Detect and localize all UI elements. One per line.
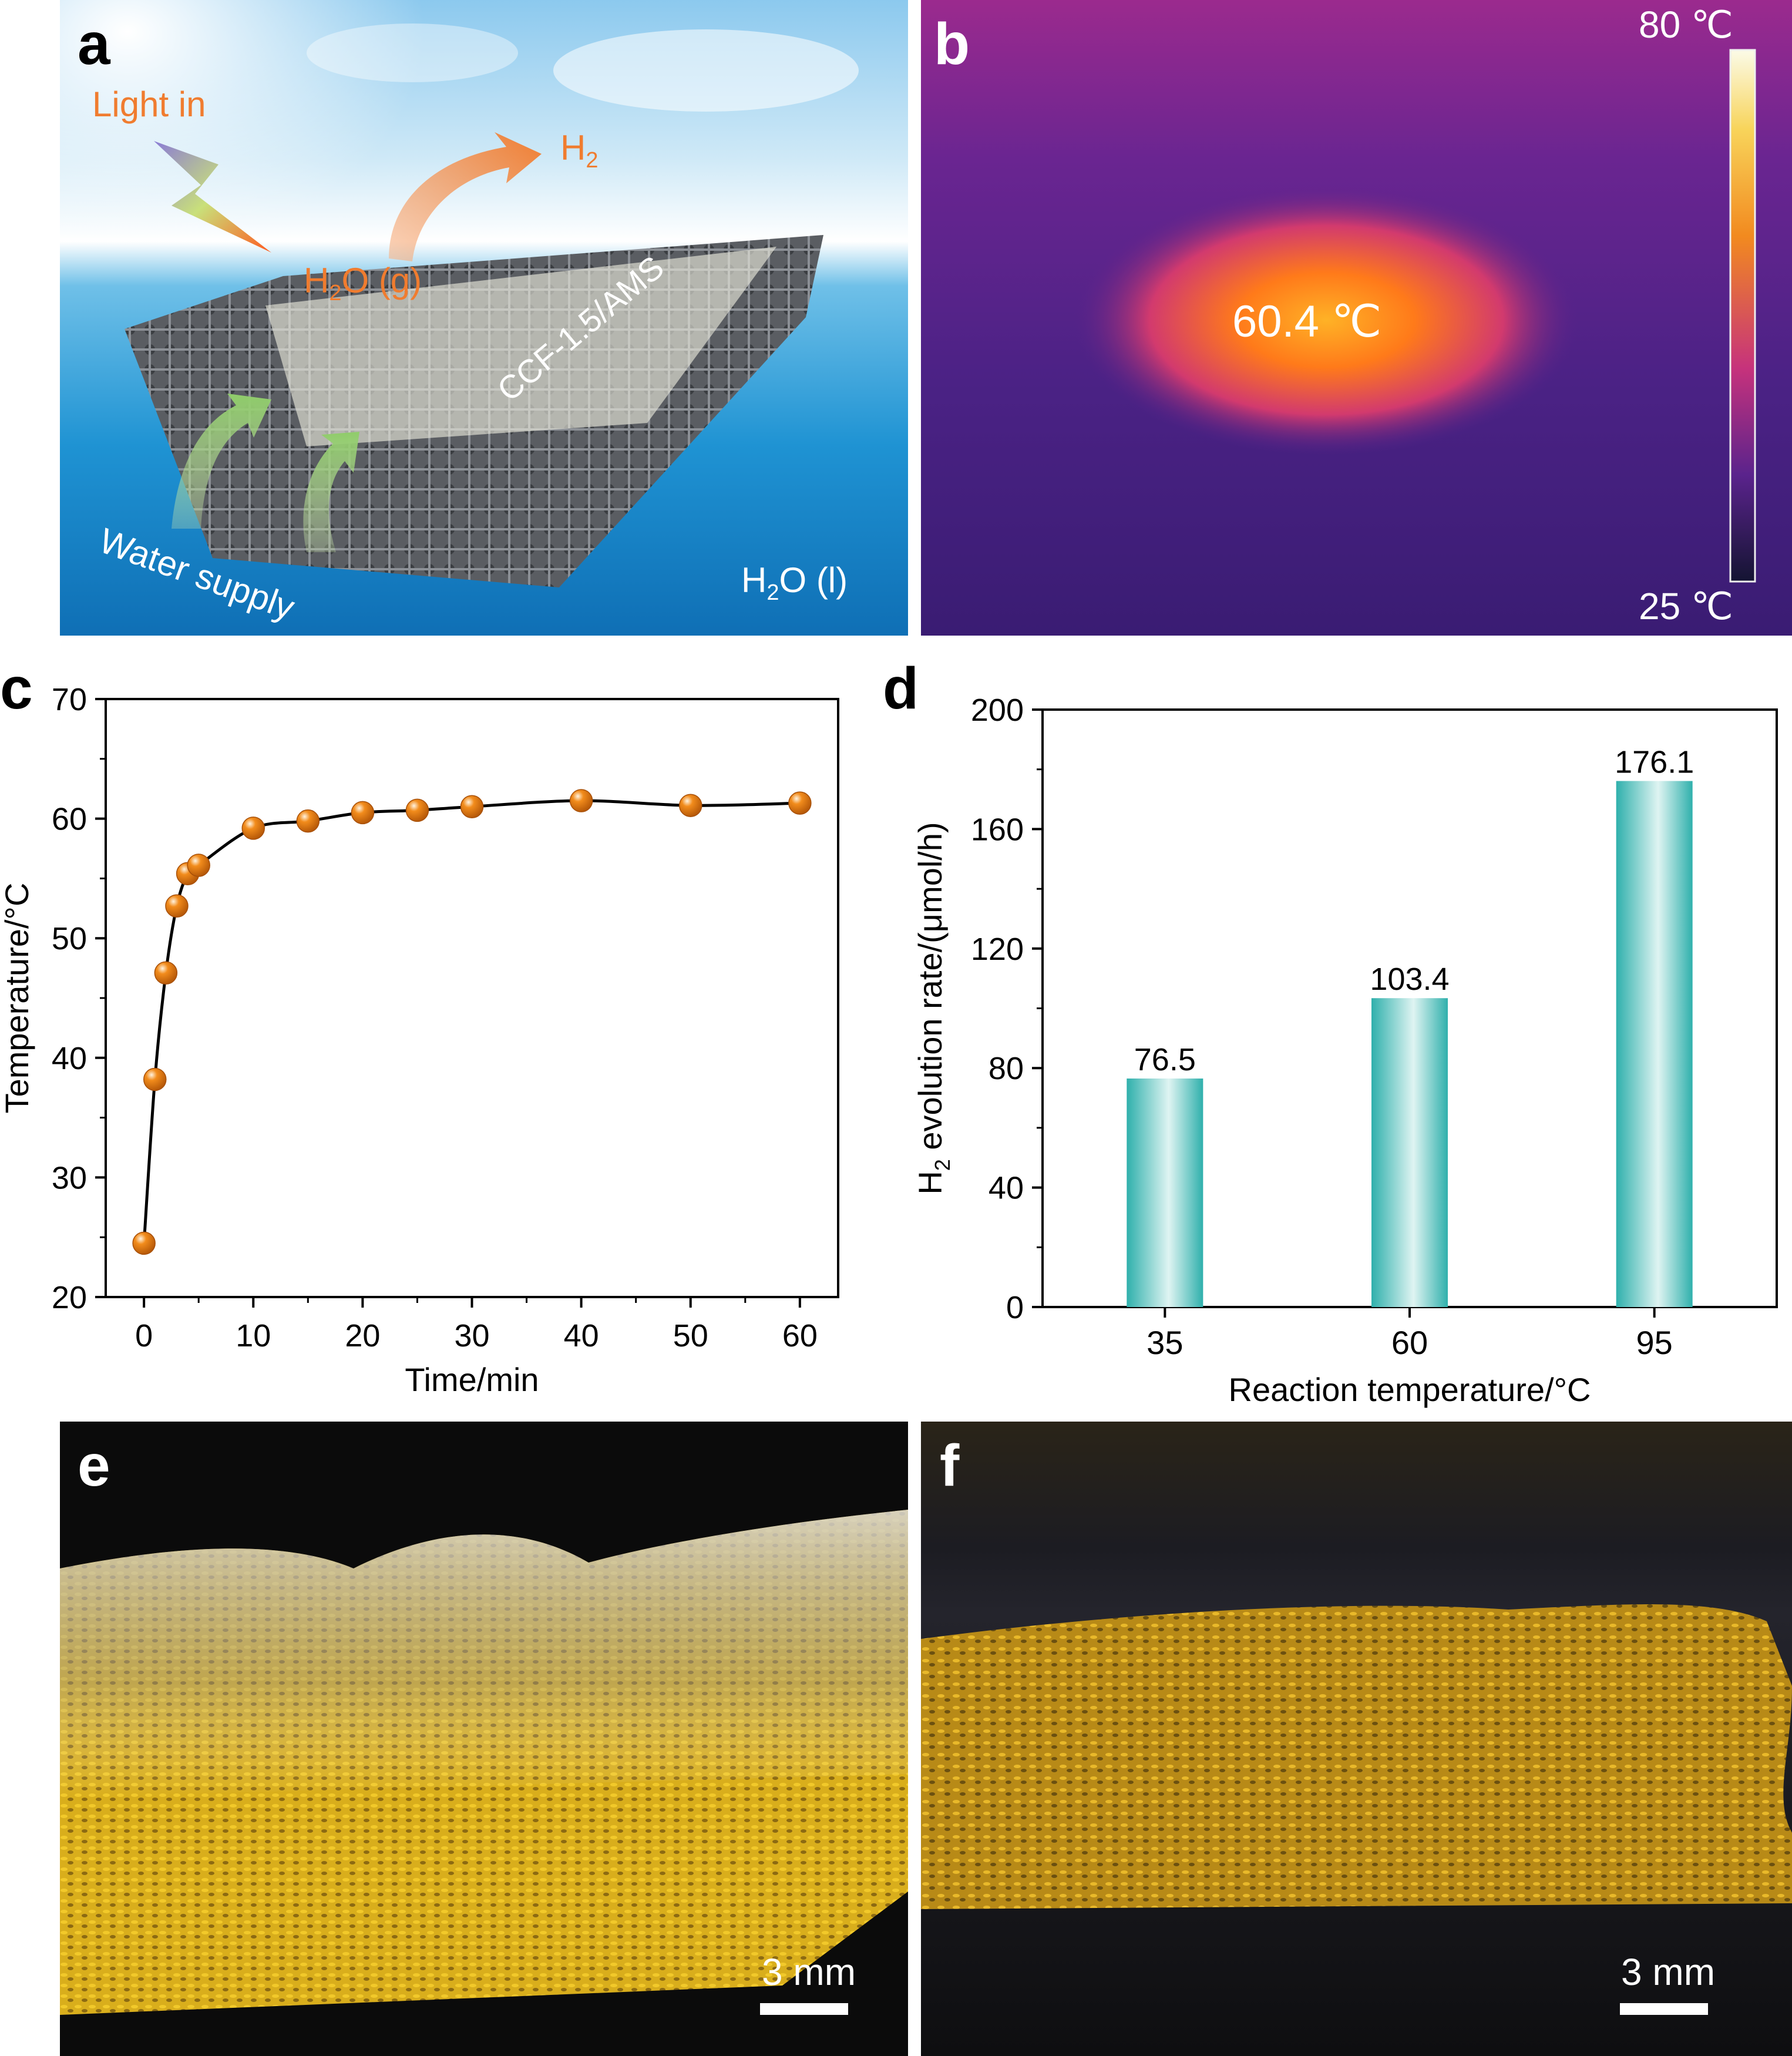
panel-b-thermal: 80 ℃ 25 ℃ 60.4 ℃ bbox=[921, 0, 1792, 636]
thermal-image bbox=[921, 0, 1792, 636]
x-tick-label: 60 bbox=[1391, 1324, 1428, 1361]
panel-label-b: b bbox=[934, 11, 970, 77]
data-point bbox=[351, 801, 375, 825]
foam-photo-f bbox=[921, 1422, 1792, 2056]
x-tick-label: 40 bbox=[564, 1318, 599, 1353]
x-tick-label: 0 bbox=[135, 1318, 153, 1353]
vapor-h: H bbox=[304, 261, 330, 300]
scalebar-f bbox=[1620, 2003, 1708, 2015]
y-axis-title: H2 evolution rate/(μmol/h) bbox=[912, 822, 954, 1194]
data-point bbox=[296, 809, 320, 833]
liquid-rest: O (l) bbox=[779, 560, 848, 600]
data-point bbox=[143, 1067, 167, 1091]
x-tick-label: 35 bbox=[1147, 1324, 1183, 1361]
panel-label-d: d bbox=[883, 656, 919, 721]
y-axis-title-rest: evolution rate/(μmol/h) bbox=[912, 822, 949, 1159]
y-tick-label: 0 bbox=[1006, 1290, 1024, 1325]
foam-photo-e bbox=[60, 1422, 908, 2056]
bar-value-label: 76.5 bbox=[1134, 1042, 1196, 1077]
x-tick-label: 60 bbox=[782, 1318, 818, 1353]
panel-label-a: a bbox=[78, 11, 110, 77]
data-point bbox=[165, 894, 189, 918]
schematic-illustration bbox=[60, 0, 908, 636]
x-tick-label: 10 bbox=[236, 1318, 271, 1353]
data-point bbox=[678, 794, 702, 817]
x-tick-label: 95 bbox=[1636, 1324, 1673, 1361]
h2-evolution-bar-chart: 0 40 80 120 160 200 76.5 35 103.4 60 176.1 95 Reacti… bbox=[912, 693, 1778, 1408]
series-line bbox=[142, 799, 800, 1244]
y-axis-title-subscript: 2 bbox=[930, 1159, 954, 1171]
panel-f-photo: 3 mm bbox=[921, 1422, 1792, 2056]
y-axis-title-h: H bbox=[912, 1171, 949, 1194]
data-point bbox=[788, 791, 812, 815]
scalebar-e bbox=[760, 2003, 848, 2015]
liquid-h: H bbox=[741, 560, 767, 600]
data-point bbox=[241, 817, 265, 840]
y-tick-label: 70 bbox=[52, 682, 87, 717]
x-tick-label: 30 bbox=[454, 1318, 489, 1353]
panel-label-e: e bbox=[78, 1433, 110, 1499]
vapor-label: H2O (g) bbox=[304, 261, 422, 305]
vapor-subscript: 2 bbox=[329, 281, 342, 305]
y-axis-title: Temperature/°C bbox=[0, 883, 35, 1114]
scale-max-label: 80 ℃ bbox=[1639, 4, 1733, 46]
liquid-subscript: 2 bbox=[766, 580, 779, 605]
y-tick-label: 40 bbox=[989, 1171, 1024, 1206]
h2-product-label: H2 bbox=[560, 130, 598, 172]
light-in-label: Light in bbox=[92, 85, 206, 124]
data-point bbox=[569, 789, 593, 812]
y-tick-label: 80 bbox=[989, 1051, 1024, 1086]
data-point bbox=[405, 798, 429, 822]
temperature-time-chart: 0 10 20 30 40 50 60 20 30 40 50 60 70 Time/min Tempera… bbox=[0, 682, 839, 1398]
data-point bbox=[460, 795, 484, 818]
panel-label-f: f bbox=[940, 1433, 960, 1499]
panel-label-c: c bbox=[0, 656, 33, 721]
scalebar-e-label: 3 mm bbox=[762, 1951, 856, 1993]
y-tick-label: 120 bbox=[971, 932, 1024, 967]
plot-frame bbox=[105, 698, 839, 1298]
y-tick-label: 50 bbox=[52, 921, 87, 956]
bar-value-label: 103.4 bbox=[1370, 962, 1449, 997]
bar bbox=[1371, 998, 1448, 1307]
data-point bbox=[132, 1231, 156, 1255]
hotspot-temperature-label: 60.4 ℃ bbox=[1232, 297, 1382, 347]
h2-product-subscript: 2 bbox=[586, 148, 599, 173]
data-point bbox=[187, 854, 210, 877]
x-axis-title: Reaction temperature/°C bbox=[1229, 1371, 1591, 1408]
y-tick-label: 160 bbox=[971, 812, 1024, 847]
bar-value-label: 176.1 bbox=[1615, 745, 1694, 780]
bar bbox=[1616, 781, 1693, 1307]
y-tick-label: 20 bbox=[52, 1280, 87, 1315]
scale-min-label: 25 ℃ bbox=[1639, 585, 1733, 627]
x-axis-title: Time/min bbox=[405, 1361, 539, 1398]
y-tick-label: 200 bbox=[971, 693, 1024, 728]
h2-product-main: H bbox=[560, 128, 586, 167]
panel-a-schematic: Light in H2 H2O (g) CCF-1.5/AMS Water su… bbox=[60, 0, 908, 636]
y-tick-label: 30 bbox=[52, 1160, 87, 1195]
panel-e-photo: 3 mm bbox=[60, 1422, 908, 2056]
vapor-rest: O (g) bbox=[341, 261, 422, 300]
bar bbox=[1127, 1078, 1203, 1307]
x-tick-label: 20 bbox=[345, 1318, 380, 1353]
liquid-label: H2O (l) bbox=[741, 563, 848, 604]
scalebar-f-label: 3 mm bbox=[1621, 1951, 1715, 1993]
y-tick-label: 40 bbox=[52, 1041, 87, 1076]
y-tick-label: 60 bbox=[52, 802, 87, 837]
data-point bbox=[154, 961, 178, 985]
x-tick-label: 50 bbox=[673, 1318, 708, 1353]
